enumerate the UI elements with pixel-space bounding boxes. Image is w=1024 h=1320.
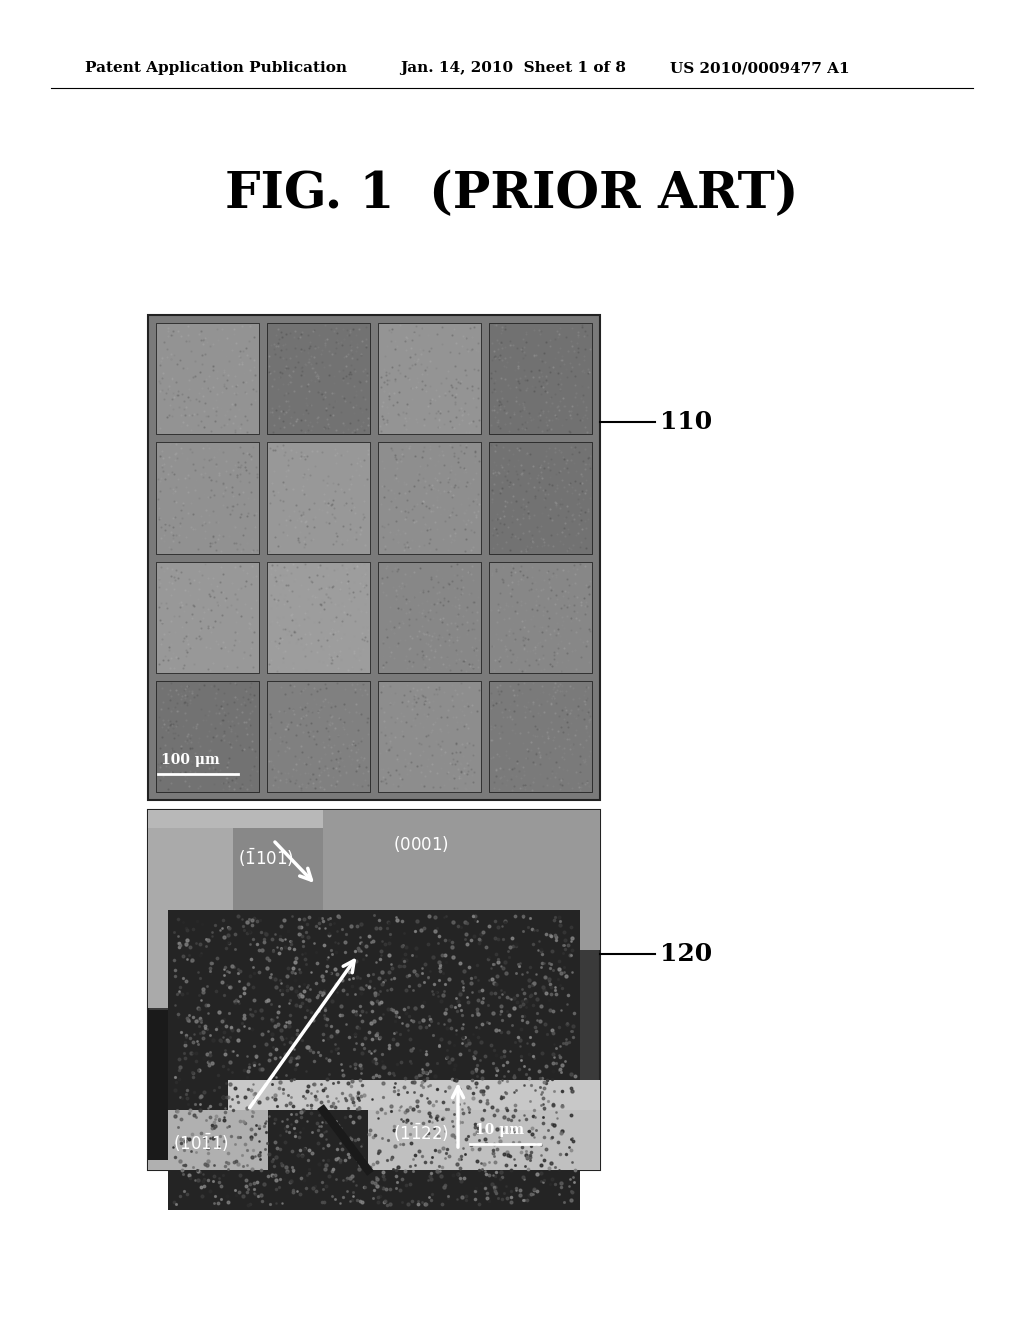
- Bar: [148, 810, 600, 828]
- Bar: [489, 561, 592, 673]
- Bar: [378, 442, 481, 553]
- Bar: [168, 909, 580, 1210]
- Text: 120: 120: [660, 942, 712, 966]
- Bar: [378, 323, 481, 434]
- Text: $(0001)$: $(0001)$: [393, 834, 449, 854]
- Bar: [489, 681, 592, 792]
- Bar: [489, 442, 592, 553]
- Text: 110: 110: [660, 409, 712, 434]
- Bar: [267, 442, 370, 553]
- Text: Patent Application Publication: Patent Application Publication: [85, 61, 347, 75]
- Text: US 2010/0009477 A1: US 2010/0009477 A1: [670, 61, 850, 75]
- Bar: [267, 323, 370, 434]
- Bar: [368, 1110, 600, 1170]
- Text: 10 μm: 10 μm: [475, 1123, 524, 1137]
- Bar: [148, 1010, 168, 1160]
- Bar: [378, 681, 481, 792]
- Text: $(\bar{1}101)$: $(\bar{1}101)$: [238, 846, 294, 869]
- Bar: [267, 681, 370, 792]
- Polygon shape: [233, 810, 323, 1010]
- Bar: [378, 561, 481, 673]
- Bar: [323, 810, 600, 950]
- Text: Jan. 14, 2010  Sheet 1 of 8: Jan. 14, 2010 Sheet 1 of 8: [400, 61, 626, 75]
- Bar: [156, 681, 259, 792]
- Bar: [148, 315, 600, 800]
- Text: $(1\bar{1}22)$: $(1\bar{1}22)$: [393, 1122, 449, 1144]
- Bar: [156, 561, 259, 673]
- Bar: [228, 1080, 600, 1110]
- Bar: [489, 323, 592, 434]
- Bar: [148, 810, 600, 1170]
- Bar: [156, 323, 259, 434]
- Text: $(10\bar{1}1)$: $(10\bar{1}1)$: [173, 1131, 229, 1154]
- Bar: [267, 561, 370, 673]
- Bar: [156, 442, 259, 553]
- Text: FIG. 1  (PRIOR ART): FIG. 1 (PRIOR ART): [225, 170, 799, 219]
- Bar: [148, 1110, 268, 1170]
- Bar: [148, 810, 233, 1008]
- Text: 100 μm: 100 μm: [161, 752, 220, 767]
